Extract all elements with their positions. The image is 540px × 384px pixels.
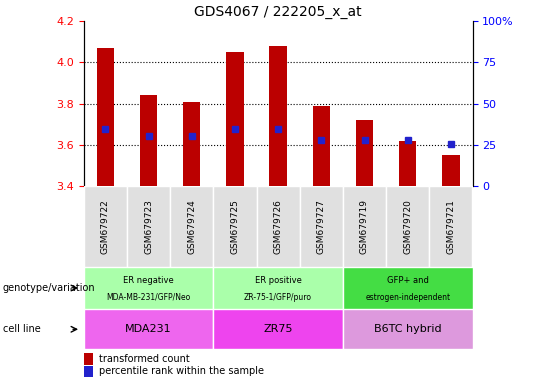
Text: ER negative: ER negative: [123, 276, 174, 285]
Bar: [442, 155, 460, 186]
Bar: [127, 186, 170, 267]
Bar: [429, 186, 472, 267]
Text: GFP+ and: GFP+ and: [387, 276, 429, 285]
Text: MDA231: MDA231: [125, 324, 172, 334]
Title: GDS4067 / 222205_x_at: GDS4067 / 222205_x_at: [194, 5, 362, 19]
Bar: [300, 186, 343, 267]
Text: estrogen-independent: estrogen-independent: [365, 293, 450, 302]
Text: genotype/variation: genotype/variation: [3, 283, 96, 293]
Text: GSM679719: GSM679719: [360, 199, 369, 254]
Text: cell line: cell line: [3, 324, 40, 334]
Bar: [226, 52, 244, 186]
Bar: [356, 120, 373, 186]
Text: MDA-MB-231/GFP/Neo: MDA-MB-231/GFP/Neo: [106, 293, 191, 302]
Bar: [269, 46, 287, 186]
Bar: [183, 102, 200, 186]
Text: ZR75: ZR75: [264, 324, 293, 334]
Bar: [213, 186, 256, 267]
Text: B6TC hybrid: B6TC hybrid: [374, 324, 442, 334]
Text: GSM679721: GSM679721: [447, 199, 455, 254]
Bar: [313, 106, 330, 186]
Text: GSM679720: GSM679720: [403, 199, 412, 254]
Text: GSM679726: GSM679726: [274, 199, 282, 254]
Text: GSM679723: GSM679723: [144, 199, 153, 254]
Bar: [343, 186, 386, 267]
Text: ZR-75-1/GFP/puro: ZR-75-1/GFP/puro: [244, 293, 312, 302]
Text: GSM679724: GSM679724: [187, 199, 196, 254]
Bar: [256, 186, 300, 267]
Text: transformed count: transformed count: [99, 354, 190, 364]
Bar: [343, 309, 472, 349]
Bar: [84, 309, 213, 349]
Text: GSM679725: GSM679725: [231, 199, 239, 254]
Bar: [213, 309, 343, 349]
Bar: [84, 353, 93, 365]
Text: percentile rank within the sample: percentile rank within the sample: [99, 366, 264, 376]
Bar: [84, 366, 93, 377]
Bar: [84, 267, 213, 309]
Bar: [84, 186, 127, 267]
Text: ER positive: ER positive: [255, 276, 301, 285]
Bar: [213, 267, 343, 309]
Bar: [97, 48, 114, 186]
Bar: [386, 186, 429, 267]
Bar: [343, 267, 472, 309]
Text: GSM679722: GSM679722: [101, 199, 110, 254]
Bar: [399, 141, 416, 186]
Bar: [170, 186, 213, 267]
Text: GSM679727: GSM679727: [317, 199, 326, 254]
Bar: [140, 96, 157, 186]
